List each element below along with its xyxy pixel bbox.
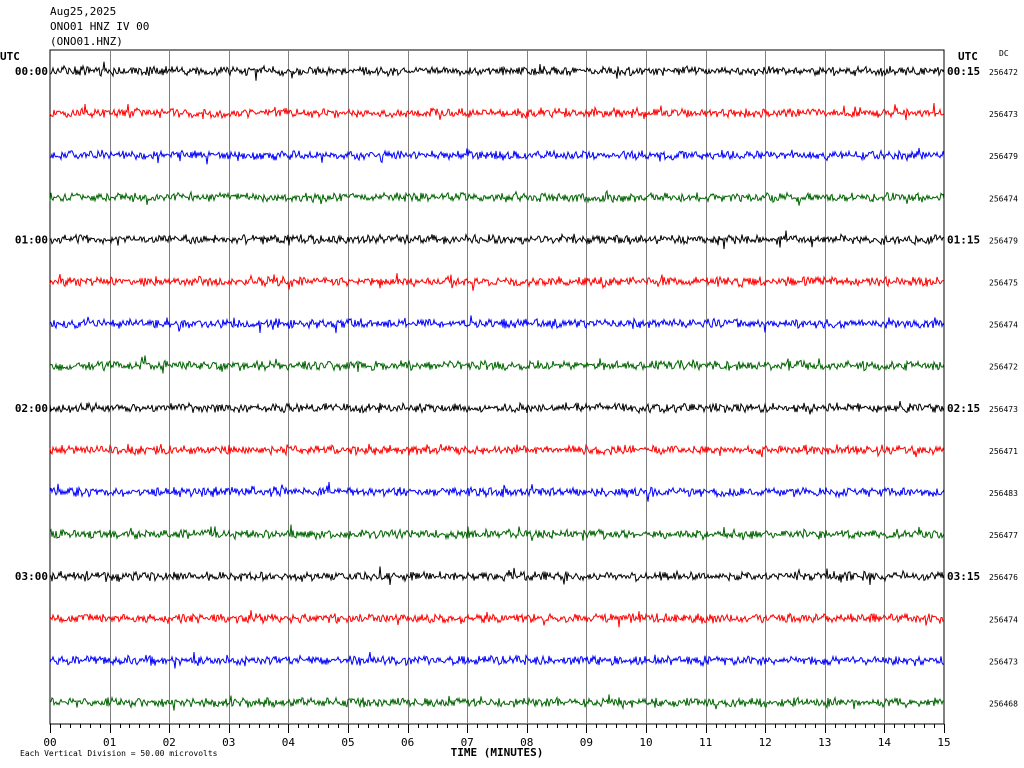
dc-offset-label: 256483 xyxy=(989,489,1018,498)
seismic-trace xyxy=(49,147,945,165)
dc-offset-label: 256474 xyxy=(989,321,1018,330)
channel-label: (ONO01.HNZ) xyxy=(50,35,123,48)
x-tick-label: 09 xyxy=(580,736,593,749)
hour-label-right: 00:15 xyxy=(947,65,980,78)
seismic-trace xyxy=(49,355,945,374)
seismic-trace xyxy=(49,524,945,541)
seismic-trace xyxy=(49,230,945,250)
hour-label-left: 02:00 xyxy=(15,402,48,415)
dc-offset-label: 256479 xyxy=(989,236,1018,245)
dc-offset-label: 256476 xyxy=(989,573,1018,582)
dc-offset-label: 256477 xyxy=(989,531,1018,540)
seismic-trace xyxy=(49,481,945,502)
seismic-trace xyxy=(49,61,945,81)
seismic-trace xyxy=(49,401,945,415)
hour-label-right: 02:15 xyxy=(947,402,980,415)
dc-offset-label: 256472 xyxy=(989,363,1018,372)
hour-label-left: 01:00 xyxy=(15,233,48,246)
left-utc-label: UTC xyxy=(0,50,20,63)
x-tick-label: 08 xyxy=(520,736,533,749)
x-tick-label: 10 xyxy=(639,736,652,749)
seismic-trace xyxy=(49,566,945,586)
seismic-trace xyxy=(49,315,945,334)
dc-offset-label: 256474 xyxy=(989,194,1018,203)
hour-label-right: 03:15 xyxy=(947,570,980,583)
x-tick-label: 15 xyxy=(937,736,950,749)
seismic-trace xyxy=(49,102,945,121)
seismic-trace xyxy=(49,651,945,669)
dc-offset-label: 256468 xyxy=(989,700,1018,709)
x-tick-label: 07 xyxy=(461,736,474,749)
x-tick-label: 01 xyxy=(103,736,116,749)
seismic-trace xyxy=(49,189,945,206)
dc-offset-label: 256479 xyxy=(989,152,1018,161)
hour-label-left: 00:00 xyxy=(15,65,48,78)
x-tick-label: 11 xyxy=(699,736,712,749)
dc-offset-label: 256472 xyxy=(989,68,1018,77)
dc-header-label: DC xyxy=(999,49,1009,58)
plot-date: Aug25,2025 xyxy=(50,5,117,18)
dc-offset-label: 256475 xyxy=(989,279,1018,288)
x-tick-label: 05 xyxy=(341,736,354,749)
x-tick-label: 06 xyxy=(401,736,414,749)
seismic-trace xyxy=(49,273,945,291)
hour-label-left: 03:00 xyxy=(15,570,48,583)
x-tick-label: 12 xyxy=(759,736,772,749)
x-tick-label: 02 xyxy=(163,736,176,749)
station-label: ONO01 HNZ IV 00 xyxy=(50,20,150,33)
dc-offset-label: 256473 xyxy=(989,657,1018,666)
dc-offset-label: 256471 xyxy=(989,447,1018,456)
x-tick-label: 13 xyxy=(818,736,831,749)
x-axis-label: TIME (MINUTES) xyxy=(451,746,544,759)
x-tick-label: 00 xyxy=(43,736,56,749)
x-tick-label: 04 xyxy=(282,736,296,749)
dc-offset-label: 256474 xyxy=(989,615,1018,624)
seismic-trace xyxy=(49,610,945,628)
seismic-trace xyxy=(49,443,945,458)
dc-offset-label: 256473 xyxy=(989,405,1018,414)
seismic-trace xyxy=(49,694,945,711)
vertical-division-note: Each Vertical Division = 50.00 microvolt… xyxy=(20,749,218,758)
dc-offset-label: 256473 xyxy=(989,110,1018,119)
x-tick-label: 03 xyxy=(222,736,235,749)
right-utc-label: UTC xyxy=(958,50,978,63)
hour-label-right: 01:15 xyxy=(947,233,980,246)
plot-frame xyxy=(49,49,945,725)
x-tick-label: 14 xyxy=(878,736,892,749)
